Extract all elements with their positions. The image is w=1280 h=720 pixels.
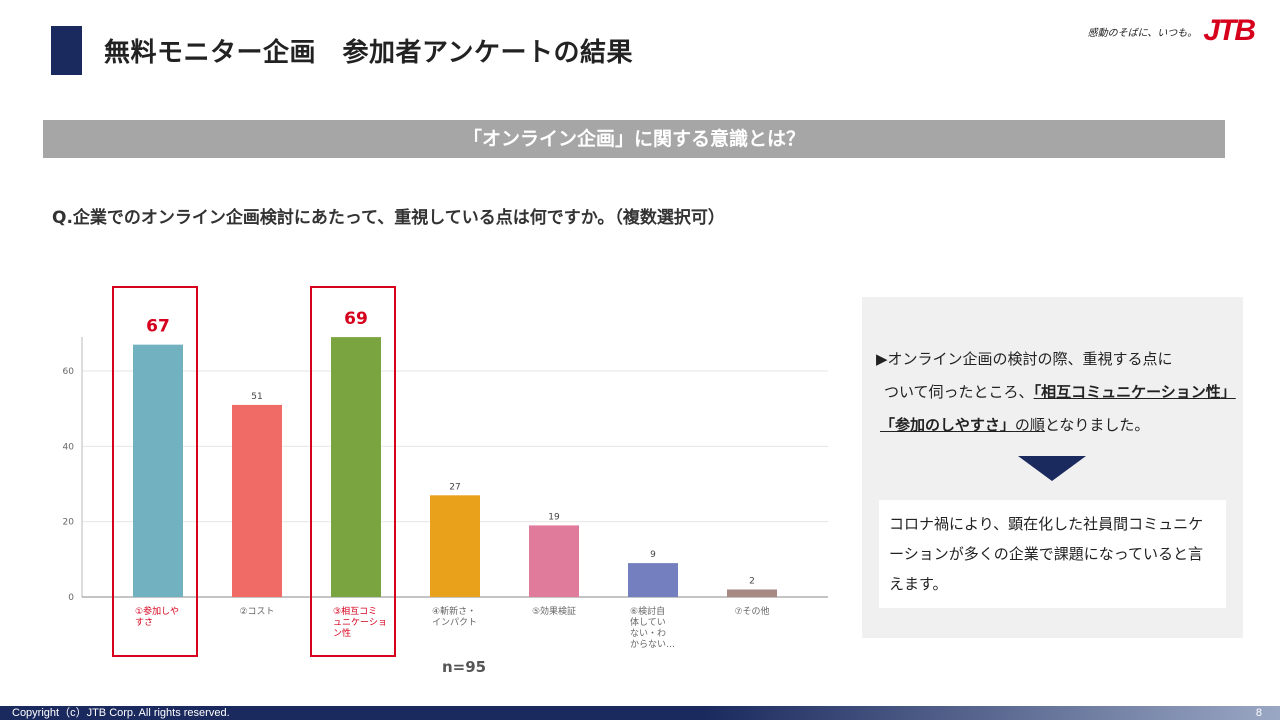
y-tick-label: 20 bbox=[63, 518, 75, 528]
conclusion-box: コロナ禍により、顕在化した社員間コミュニケーションが多くの企業で課題になっている… bbox=[879, 500, 1226, 608]
company-logo: 感動のそばに、いつも。 JTB bbox=[1087, 14, 1256, 48]
title-accent-bar bbox=[51, 26, 82, 75]
highlight-communication: 「相互コミュニケーション性」 bbox=[1033, 383, 1236, 401]
bar bbox=[133, 344, 183, 597]
bar bbox=[430, 495, 480, 597]
jtb-logo-mark: JTB bbox=[1203, 14, 1256, 47]
x-tick-label: ⑦その他 bbox=[734, 605, 769, 617]
highlight-participation: 「参加のしやすさ」 bbox=[880, 416, 1015, 434]
sample-size-label: n=95 bbox=[442, 658, 487, 676]
summary-line-2-prefix: ついて伺ったところ、 bbox=[884, 383, 1034, 401]
summary-line-1: ▶オンライン企画の検討の際、重視する点に bbox=[876, 350, 1173, 368]
bar-value-label: 69 bbox=[344, 309, 368, 329]
bar bbox=[727, 589, 777, 597]
bar-value-label: 27 bbox=[449, 482, 460, 492]
arrow-down-icon bbox=[1018, 456, 1086, 481]
highlight-frame bbox=[310, 286, 396, 657]
section-header: 「オンライン企画」に関する意識とは？ bbox=[43, 120, 1225, 158]
x-tick-label: ④斬新さ・インパクト bbox=[432, 605, 477, 628]
bar bbox=[331, 337, 381, 597]
bar bbox=[232, 404, 282, 597]
copyright-text: Copyright（c）JTB Corp. All rights reserve… bbox=[12, 707, 230, 719]
x-tick-label: ②コスト bbox=[239, 607, 274, 617]
survey-question: Q.企業でのオンライン企画検討にあたって、重視している点は何ですか。（複数選択可… bbox=[52, 208, 725, 228]
page-title: 無料モニター企画 参加者アンケートの結果 bbox=[104, 38, 633, 68]
footer-bar: Copyright（c）JTB Corp. All rights reserve… bbox=[0, 706, 1280, 720]
y-tick-label: 40 bbox=[63, 442, 75, 452]
x-tick-label: ⑤効果検証 bbox=[532, 605, 576, 617]
summary-order-text: の順 bbox=[1014, 416, 1045, 434]
page-number: 8 bbox=[1255, 707, 1262, 719]
y-tick-label: 0 bbox=[68, 593, 74, 603]
bar-value-label: 67 bbox=[146, 317, 170, 337]
x-tick-label: ③相互コミュニケーション性 bbox=[333, 605, 387, 639]
x-tick-label: ①参加しやすさ bbox=[135, 605, 179, 628]
bar-value-label: 51 bbox=[251, 392, 262, 402]
bar bbox=[529, 525, 579, 597]
bar-value-label: 19 bbox=[548, 512, 560, 522]
summary-line-2: ついて伺ったところ、「相互コミュニケーション性」 bbox=[876, 376, 1236, 409]
summary-suffix: となりました。 bbox=[1044, 416, 1150, 434]
bar-value-label: 9 bbox=[650, 550, 656, 560]
bar-chart: 0 20 40 60 67 ①参加しやすさ 51 ②コスト 69 ③相互コミュニケーション性 27 ④… bbox=[63, 286, 828, 657]
summary-text: ▶オンライン企画の検討の際、重視する点に ついて伺ったところ、「相互コミュニケー… bbox=[876, 343, 1236, 442]
bar-value-label: 2 bbox=[749, 576, 755, 586]
y-tick-label: 60 bbox=[63, 367, 75, 377]
logo-slogan: 感動のそばに、いつも。 bbox=[1087, 27, 1198, 39]
x-tick-label: ⑥検討自体していない・わからない… bbox=[630, 605, 675, 650]
summary-line-3: 「参加のしやすさ」の順となりました。 bbox=[876, 409, 1236, 442]
bar bbox=[628, 563, 678, 597]
highlight-frame bbox=[112, 286, 198, 657]
